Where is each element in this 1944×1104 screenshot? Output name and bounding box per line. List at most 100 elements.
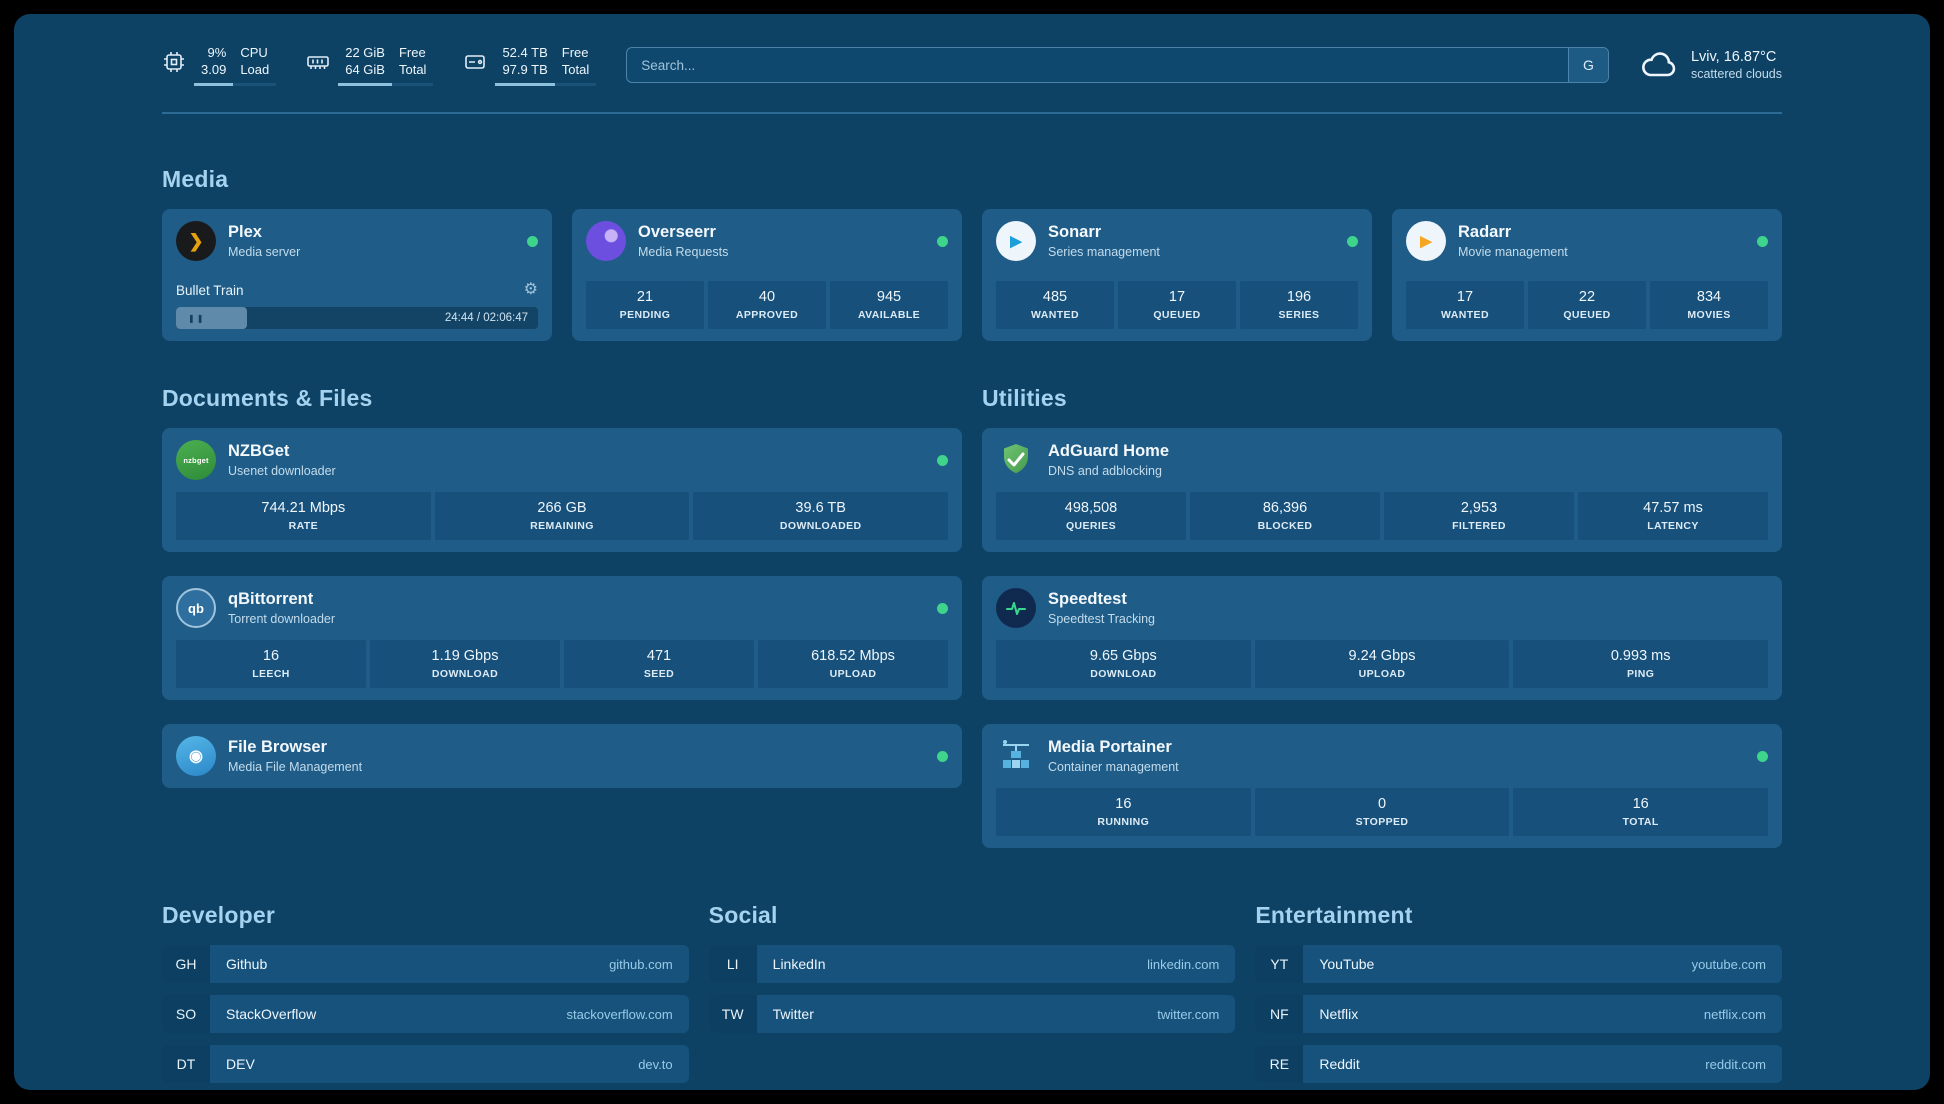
- stat-tile: 47.57 ms LATENCY: [1578, 492, 1768, 540]
- plex-title: Plex: [228, 223, 262, 241]
- stat-tile: 9.65 Gbps DOWNLOAD: [996, 640, 1251, 688]
- stat-tile: 1.19 Gbps DOWNLOAD: [370, 640, 560, 688]
- overseerr-status-dot: [937, 235, 948, 247]
- stat-tile: 498,508 QUERIES: [996, 492, 1186, 540]
- adguard-card[interactable]: AdGuard Home DNS and adblocking 498,508 …: [982, 428, 1782, 552]
- stat-tile: 2,953 FILTERED: [1384, 492, 1574, 540]
- weather-location: Lviv, 16.87°C: [1690, 49, 1777, 65]
- stat-tile: 16 LEECH: [176, 640, 366, 688]
- bookmark-abbr: DT: [162, 1045, 210, 1083]
- disk-free: 52.4 TB: [502, 45, 548, 60]
- sonarr-status-dot: [1347, 235, 1358, 247]
- stat-tile: 17 QUEUED: [1118, 281, 1236, 329]
- playback-progress-fill: ❚❚: [176, 307, 247, 329]
- cpu-percent: 9%: [207, 45, 227, 60]
- portainer-icon: [996, 736, 1036, 776]
- adguard-icon: [996, 440, 1036, 480]
- bookmark-github[interactable]: GH Github github.com: [162, 945, 689, 983]
- bookmark-dev[interactable]: DT DEV dev.to: [162, 1045, 689, 1083]
- portainer-status-dot: [1757, 750, 1768, 762]
- stat-tile: 86,396 BLOCKED: [1190, 492, 1380, 540]
- sonarr-card[interactable]: ▶ Sonarr Series management 485 WANTED: [982, 209, 1372, 341]
- bookmark-group-developer: Developer GH Github github.com SO StackO…: [162, 902, 689, 1083]
- stat-tile: 945 AVAILABLE: [830, 281, 948, 329]
- plex-icon: ❯: [176, 221, 216, 261]
- disk-labels: Free Total: [554, 44, 597, 86]
- adguard-stats: 498,508 QUERIES 86,396 BLOCKED 2,953 FIL…: [996, 492, 1768, 540]
- memory-free: 22 GiB: [345, 45, 385, 60]
- portainer-card[interactable]: Media Portainer Container management 16 …: [982, 724, 1782, 848]
- radarr-icon: ▶: [1406, 221, 1446, 261]
- overseerr-stats: 21 PENDING 40 APPROVED 945 AVAILABLE: [586, 281, 948, 329]
- player-settings-icon[interactable]: ⚙: [523, 281, 538, 298]
- disk-total: 97.9 TB: [502, 62, 548, 77]
- plex-status-dot: [527, 235, 538, 247]
- stat-tile: 9.24 Gbps UPLOAD: [1254, 640, 1510, 688]
- radarr-card[interactable]: ▶ Radarr Movie management 17 WANTED: [1392, 209, 1782, 341]
- sonarr-stats: 485 WANTED 17 QUEUED 196 SERIES: [996, 281, 1358, 329]
- qbittorrent-card[interactable]: qb qBittorrent Torrent downloader 16 LEE…: [162, 576, 962, 700]
- disk-icon: [465, 55, 486, 69]
- bookmark-linkedin[interactable]: LI LinkedIn linkedin.com: [708, 945, 1236, 983]
- cpu-load-value: 3.09: [201, 62, 227, 77]
- speedtest-stats: 9.65 Gbps DOWNLOAD 9.24 Gbps UPLOAD 0.99…: [996, 640, 1769, 688]
- nzbget-icon: nzbget: [176, 440, 216, 480]
- bookmark-twitter[interactable]: TW Twitter twitter.com: [708, 995, 1236, 1033]
- qbittorrent-status-dot: [937, 602, 948, 614]
- stat-tile: 0.993 ms PING: [1513, 640, 1769, 688]
- stat-tile: 196 SERIES: [1240, 281, 1358, 329]
- disk-widget: 52.4 TB 97.9 TB Free Total: [463, 44, 597, 86]
- bookmark-netflix[interactable]: NF Netflix netflix.com: [1255, 995, 1782, 1033]
- bookmark-group-social: Social LI LinkedIn linkedin.com TW Twitt…: [708, 902, 1236, 1083]
- pause-button[interactable]: ❚❚: [188, 313, 206, 323]
- stat-tile: 22 QUEUED: [1528, 281, 1646, 329]
- search-input[interactable]: [627, 48, 1568, 82]
- memory-widget: 22 GiB 64 GiB Free Total: [306, 44, 434, 86]
- plex-player: Bullet Train ⚙ ❚❚ 24:44 / 02:06:47: [176, 282, 538, 329]
- stat-tile: 0 STOPPED: [1254, 788, 1510, 836]
- stat-tile: 834 MOVIES: [1650, 281, 1768, 329]
- memory-labels: Free Total: [391, 44, 434, 86]
- bookmark-group-entertainment: Entertainment YT YouTube youtube.com NF …: [1255, 902, 1782, 1083]
- nzbget-status-dot: [937, 454, 948, 466]
- documents-heading: Documents & Files: [162, 385, 373, 411]
- stat-tile: 16 TOTAL: [1513, 788, 1769, 836]
- memory-values: 22 GiB 64 GiB: [338, 44, 392, 86]
- cpu-widget: 9% 3.09 CPU Load: [162, 44, 277, 86]
- bookmark-stackoverflow[interactable]: SO StackOverflow stackoverflow.com: [162, 995, 689, 1033]
- plex-card[interactable]: ❯ Plex Media server Bullet Train ⚙: [162, 209, 552, 341]
- playback-time: 24:44 / 02:06:47: [444, 312, 528, 324]
- stat-tile: 40 APPROVED: [708, 281, 826, 329]
- search-bar: G: [626, 47, 1609, 83]
- stat-tile: 266 GB REMAINING: [434, 492, 690, 540]
- sonarr-icon: ▶: [996, 221, 1036, 261]
- bookmark-abbr: YT: [1255, 945, 1304, 983]
- plex-subtitle: Media server: [228, 245, 301, 259]
- bookmark-reddit[interactable]: RE Reddit reddit.com: [1255, 1045, 1782, 1083]
- overseerr-card[interactable]: Overseerr Media Requests 21 PENDING 40 A…: [572, 209, 962, 341]
- filebrowser-card[interactable]: ◉ File Browser Media File Management: [162, 724, 962, 788]
- weather-widget: Lviv, 16.87°C scattered clouds: [1639, 49, 1782, 81]
- documents-section: Documents & Files nzbget NZBGet Usenet d…: [162, 385, 962, 848]
- cpu-values: 9% 3.09: [194, 44, 234, 86]
- weather-condition: scattered clouds: [1690, 67, 1782, 81]
- nzbget-card[interactable]: nzbget NZBGet Usenet downloader 744.21 M…: [162, 428, 962, 552]
- dashboard: 9% 3.09 CPU Load 22 GiB: [14, 14, 1930, 1090]
- playback-progress-bar[interactable]: ❚❚ 24:44 / 02:06:47: [176, 307, 538, 329]
- media-heading: Media: [162, 166, 229, 192]
- stat-tile: 618.52 Mbps UPLOAD: [758, 640, 948, 688]
- disk-values: 52.4 TB 97.9 TB: [495, 44, 555, 86]
- bookmark-youtube[interactable]: YT YouTube youtube.com: [1255, 945, 1782, 983]
- now-playing-title: Bullet Train: [176, 282, 244, 298]
- search-engine-button[interactable]: G: [1567, 48, 1608, 82]
- portainer-stats: 16 RUNNING 0 STOPPED 16 TOTAL: [996, 788, 1769, 836]
- speedtest-card[interactable]: Speedtest Speedtest Tracking 9.65 Gbps D…: [982, 576, 1782, 700]
- speedtest-icon: [996, 588, 1036, 628]
- nzbget-stats: 744.21 Mbps RATE 266 GB REMAINING 39.6 T…: [176, 492, 949, 540]
- filebrowser-icon: ◉: [176, 736, 216, 776]
- media-section: Media ❯ Plex Media server Bullet Tr: [162, 166, 1782, 341]
- cpu-labels: CPU Load: [233, 44, 277, 86]
- bookmark-abbr: TW: [708, 995, 757, 1033]
- cloud-icon: [1642, 52, 1676, 77]
- bookmark-abbr: GH: [162, 945, 210, 983]
